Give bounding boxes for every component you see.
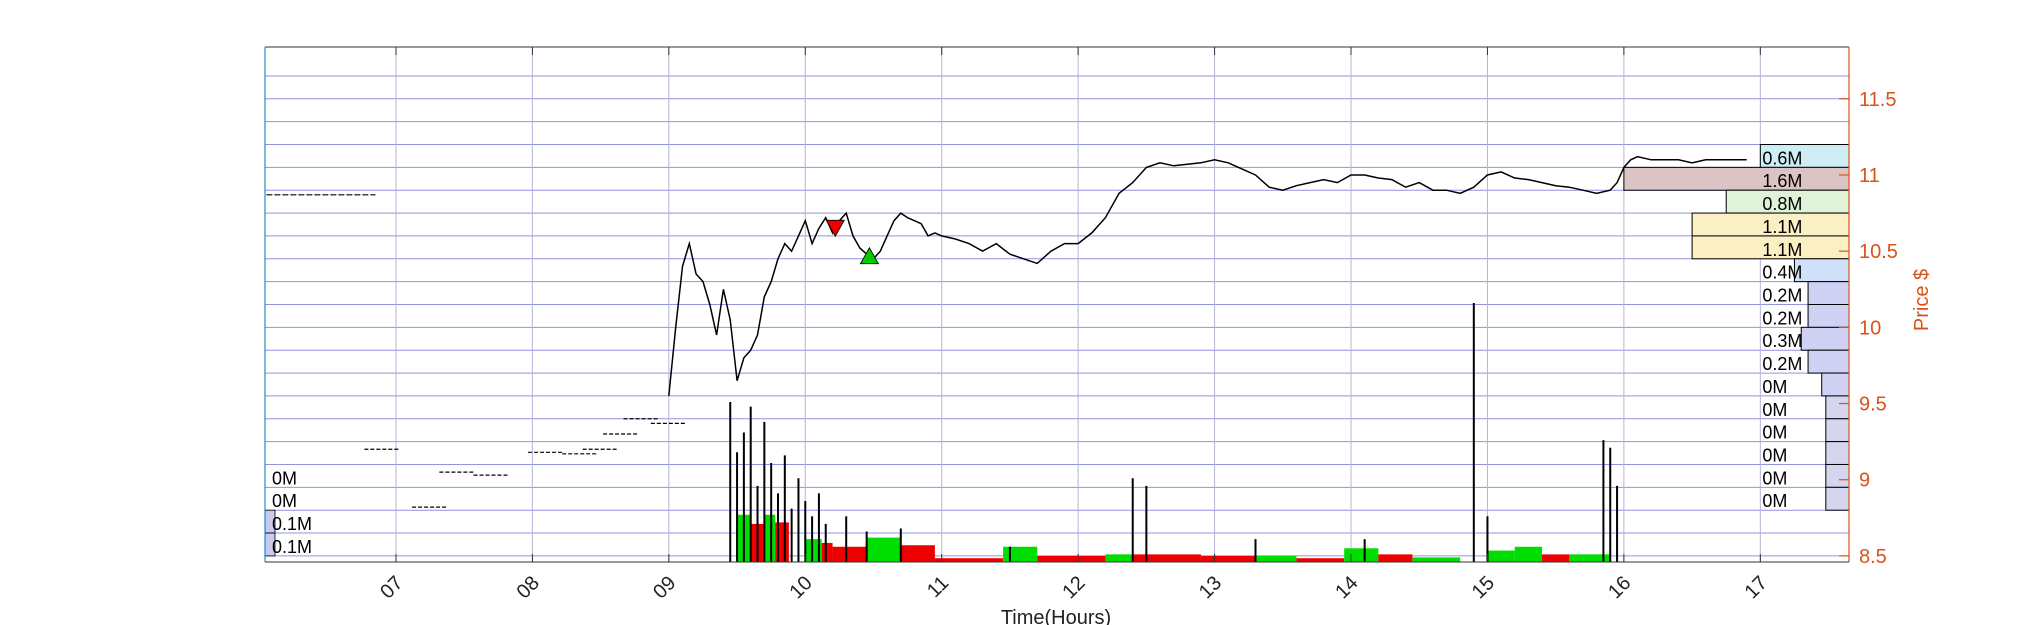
- y-tick-label: 10: [1859, 317, 1881, 339]
- left-profile-label: 0M: [272, 468, 297, 488]
- y-axis-ticks: 8.5 9 9.5 10 10.5 11 11.5: [1839, 89, 1898, 568]
- profile-bar: [1807, 281, 1850, 305]
- y-axis-label: Price $: [1911, 269, 1933, 331]
- sell-marker: [825, 219, 845, 238]
- profile-bar: [1825, 418, 1850, 443]
- sell-flow-block: [934, 558, 1004, 562]
- x-tick-label: 11: [923, 572, 953, 602]
- x-axis-label: Time(Hours): [1001, 607, 1111, 625]
- left-profile-label: 0M: [272, 491, 297, 511]
- profile-label: 0M: [1762, 400, 1787, 420]
- buy-flow-block: [1487, 550, 1515, 562]
- profile-bar: [1793, 258, 1850, 283]
- profile-bar: [1825, 441, 1850, 465]
- profile-label: 0.2M: [1762, 308, 1802, 328]
- profile-label: 0M: [1762, 377, 1787, 397]
- x-tick-label: 09: [649, 572, 680, 603]
- profile-label: 0.6M: [1762, 148, 1802, 168]
- x-tick-label: 13: [1195, 572, 1226, 603]
- sell-flow-block: [900, 545, 935, 562]
- buy-flow-block: [1514, 546, 1543, 562]
- profile-label: 0M: [1762, 491, 1787, 511]
- sell-flow-block: [1296, 558, 1345, 562]
- sell-flow-block: [821, 542, 833, 562]
- profile-label: 0M: [1762, 468, 1787, 488]
- buy-flow-block: [1412, 557, 1461, 562]
- x-tick-label: 07: [376, 572, 407, 603]
- profile-label: 1.1M: [1762, 217, 1802, 237]
- price-line: [668, 155, 1747, 396]
- y-tick-label: 11: [1859, 165, 1880, 187]
- buy-flow-block: [1255, 555, 1297, 562]
- profile-label: 0.2M: [1762, 354, 1802, 374]
- sell-flow-block: [832, 546, 867, 562]
- sell-flow-block: [1132, 554, 1201, 562]
- vertical-grid: [395, 47, 1761, 562]
- buy-flow-block: [1344, 548, 1379, 562]
- left-profile-label: 0.1M: [272, 537, 312, 557]
- x-tick-label: 12: [1058, 572, 1089, 603]
- sell-flow-block: [1542, 554, 1570, 562]
- x-tick-label: 14: [1331, 572, 1362, 603]
- x-tick-label: 15: [1468, 572, 1499, 603]
- buy-marker: [859, 246, 880, 265]
- price-series: [266, 155, 1747, 508]
- y-tick-label: 9.5: [1859, 394, 1887, 416]
- volume-bars: [729, 302, 1619, 562]
- x-tick-label: 16: [1604, 572, 1635, 603]
- buy-flow-block: [1105, 554, 1133, 562]
- sell-flow-block: [1037, 555, 1106, 562]
- profile-label: 1.1M: [1762, 240, 1802, 260]
- profile-bar: [1623, 166, 1850, 191]
- horizontal-grid: [265, 75, 1849, 557]
- buy-flow-block: [1569, 554, 1611, 562]
- x-tick-label: 17: [1741, 572, 1772, 603]
- buy-flow-block: [764, 514, 776, 562]
- buy-flow-block: [805, 539, 822, 562]
- profile-bar: [1821, 372, 1850, 397]
- profile-label: 0.2M: [1762, 286, 1802, 306]
- profile-bar: [1825, 463, 1850, 488]
- sell-flow-block: [1200, 555, 1256, 562]
- y-tick-label: 9: [1859, 470, 1870, 492]
- profile-bar: [1800, 326, 1850, 351]
- x-tick-label: 10: [786, 572, 817, 603]
- profile-bar: [1825, 395, 1850, 420]
- sell-flow-block: [1378, 554, 1413, 562]
- profile-label: 0.3M: [1762, 331, 1802, 351]
- y-tick-label: 11.5: [1859, 89, 1896, 111]
- left-volume-profile: 0M 0M 0.1M 0.1M: [264, 468, 312, 557]
- profile-label: 0.8M: [1762, 194, 1802, 214]
- buy-flow-block: [1003, 546, 1038, 562]
- profile-label: 0M: [1762, 445, 1787, 465]
- buy-flow-block: [866, 537, 901, 562]
- y-tick-label: 10.5: [1859, 241, 1898, 263]
- x-tick-label: 08: [513, 572, 544, 603]
- profile-bar: [1807, 304, 1850, 328]
- profile-bar: [1825, 486, 1850, 511]
- left-profile-label: 0.1M: [272, 514, 312, 534]
- profile-label: 1.6M: [1762, 171, 1802, 191]
- profile-label: 0M: [1762, 423, 1787, 443]
- y-tick-label: 8.5: [1859, 546, 1887, 568]
- right-volume-profile: 0.6M1.6M0.8M1.1M1.1M0.4M0.2M0.2M0.3M0.2M…: [1623, 144, 1850, 511]
- profile-label: 0.4M: [1762, 263, 1802, 283]
- profile-bar: [1807, 349, 1850, 374]
- trade-markers: [825, 219, 880, 265]
